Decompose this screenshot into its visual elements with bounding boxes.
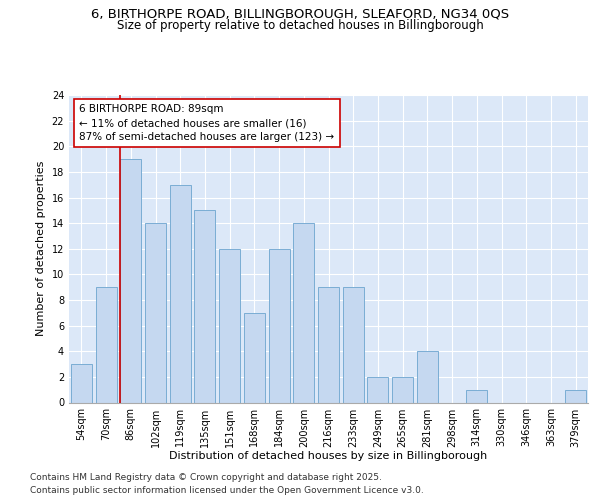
Bar xyxy=(194,210,215,402)
Bar xyxy=(466,390,487,402)
Bar xyxy=(219,248,240,402)
Text: Size of property relative to detached houses in Billingborough: Size of property relative to detached ho… xyxy=(116,18,484,32)
Text: 6, BIRTHORPE ROAD, BILLINGBOROUGH, SLEAFORD, NG34 0QS: 6, BIRTHORPE ROAD, BILLINGBOROUGH, SLEAF… xyxy=(91,8,509,20)
Bar xyxy=(417,351,438,403)
Text: 6 BIRTHORPE ROAD: 89sqm
← 11% of detached houses are smaller (16)
87% of semi-de: 6 BIRTHORPE ROAD: 89sqm ← 11% of detache… xyxy=(79,104,335,142)
Bar xyxy=(71,364,92,403)
Y-axis label: Number of detached properties: Number of detached properties xyxy=(36,161,46,336)
Bar xyxy=(95,287,116,403)
Bar xyxy=(343,287,364,403)
Bar xyxy=(392,377,413,402)
Bar xyxy=(318,287,339,403)
Bar xyxy=(293,223,314,402)
Text: Contains HM Land Registry data © Crown copyright and database right 2025.
Contai: Contains HM Land Registry data © Crown c… xyxy=(30,474,424,495)
Bar xyxy=(145,223,166,402)
Bar xyxy=(269,248,290,402)
Bar xyxy=(367,377,388,402)
Bar xyxy=(120,159,141,402)
Bar xyxy=(170,184,191,402)
Bar xyxy=(244,313,265,402)
X-axis label: Distribution of detached houses by size in Billingborough: Distribution of detached houses by size … xyxy=(169,451,488,461)
Bar xyxy=(565,390,586,402)
